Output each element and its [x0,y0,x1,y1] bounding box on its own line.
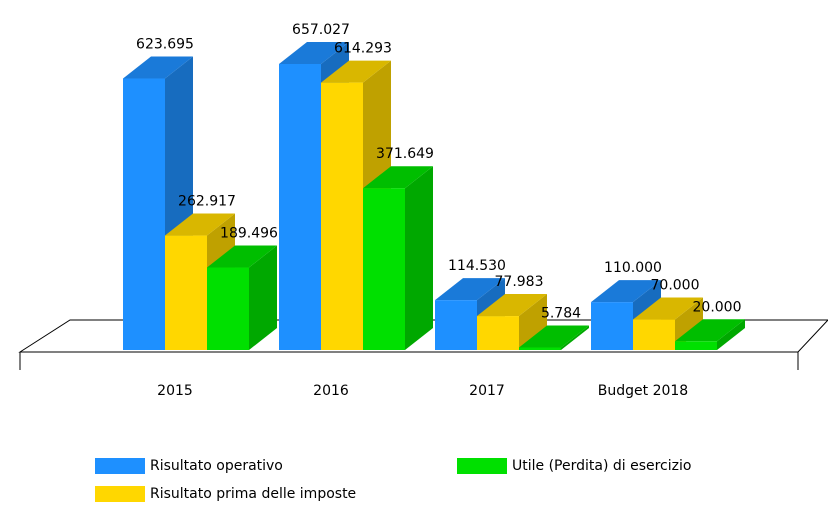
x-tick-label: 2017 [469,383,505,399]
bar-top [321,60,391,83]
legend-swatch [457,458,507,474]
bar [477,294,547,350]
bar-top [279,42,349,64]
bar-front [675,341,717,350]
legend: Risultato operativo Risultato prima delle… [95,458,691,502]
bar [363,166,433,350]
data-label: 20.000 [693,299,742,315]
data-label: 5.784 [541,305,581,321]
bar-top [123,56,193,79]
bar-side [249,245,277,350]
bar-front [123,78,165,351]
bar [675,319,745,350]
bar-top [633,297,703,320]
bar-side [717,319,745,350]
bar [633,297,703,350]
bar-front [519,347,561,350]
bar-front [165,235,207,350]
bar-front [207,267,249,350]
bar-top [675,319,745,342]
legend-label: Risultato prima delle imposte [150,486,356,502]
legend-label: Risultato operativo [150,458,283,474]
data-label: 657.027 [292,22,350,38]
x-tick-label: 2015 [157,383,193,399]
bar-front [633,319,675,350]
bar-top [435,278,505,301]
legend-label: Utile (Perdita) di esercizio [512,458,691,474]
data-label: 371.649 [376,146,434,162]
data-label: 77.983 [495,274,544,290]
x-tick-label: 2016 [313,383,349,399]
bar-front [279,64,321,350]
data-label: 262.917 [178,194,236,210]
bar-top [519,325,589,348]
bar-side [561,325,589,350]
x-tick-label: Budget 2018 [598,383,688,399]
bar-side [519,294,547,350]
legend-swatch [95,486,145,502]
data-label: 70.000 [651,278,700,294]
data-label: 110.000 [604,260,662,276]
bar-front [435,300,477,350]
legend-swatch [95,458,145,474]
bar [207,245,277,350]
data-label: 614.293 [334,41,392,57]
bar-side [405,166,433,350]
bar-top [165,213,235,236]
bar-front [363,188,405,350]
data-label: 623.695 [136,37,194,53]
bar-front [591,302,633,350]
bar-top [591,280,661,303]
data-label: 114.530 [448,258,506,274]
labels: 2015 623.695 262.917 189.496 2016 657.027 614.… [136,22,741,399]
bar-front [321,82,363,350]
bars [123,42,745,351]
bar-top [477,294,547,317]
bar-top [207,245,277,268]
bar [519,325,589,350]
bar-front [477,316,519,350]
data-label: 189.496 [220,226,278,242]
bar-top [363,166,433,189]
